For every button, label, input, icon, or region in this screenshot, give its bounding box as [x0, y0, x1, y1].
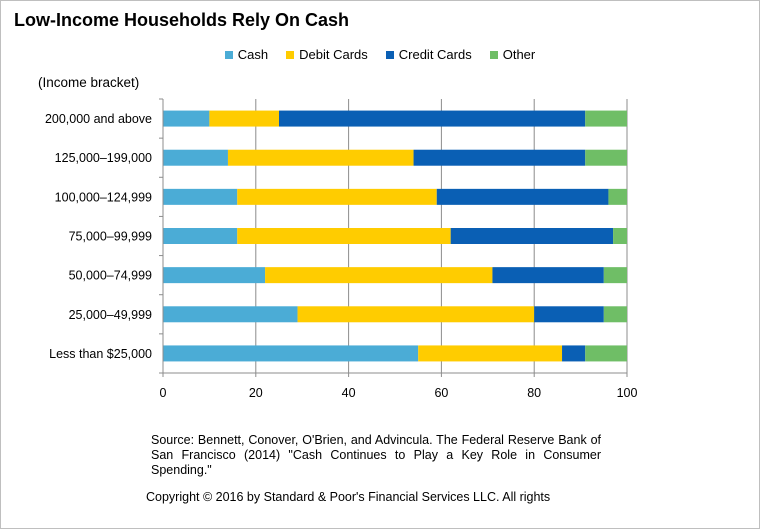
x-tick-label-1: 20: [249, 386, 263, 400]
x-tick-label-0: 0: [160, 386, 167, 400]
source-note: Source: Bennett, Conover, O'Brien, and A…: [151, 433, 601, 477]
x-tick-label-2: 40: [342, 386, 356, 400]
legend-item-other: Other: [489, 47, 536, 62]
bar-cash-1: [163, 149, 228, 166]
legend-label: Debit Cards: [299, 47, 368, 62]
legend-label: Other: [502, 47, 536, 62]
chart-legend: Cash Debit Cards Credit Cards Other: [0, 47, 760, 62]
category-label-3: 75,000–99,999: [69, 230, 152, 244]
category-label-6: Less than $25,000: [49, 347, 152, 361]
bar-debit-cards-6: [418, 345, 563, 362]
category-label-2: 100,000–124,999: [55, 190, 152, 204]
bar-other-0: [585, 110, 627, 127]
category-label-4: 50,000–74,999: [69, 269, 152, 283]
category-label-5: 25,000–49,999: [69, 308, 152, 322]
y-axis-caption: (Income bracket): [38, 75, 140, 90]
bar-credit-cards-1: [413, 149, 586, 166]
bar-other-2: [608, 188, 627, 205]
bar-debit-cards-0: [209, 110, 279, 127]
legend-label: Credit Cards: [398, 47, 472, 62]
bar-cash-2: [163, 188, 238, 205]
bar-credit-cards-2: [436, 188, 609, 205]
bar-credit-cards-5: [534, 306, 604, 323]
x-tick-label-4: 80: [527, 386, 541, 400]
copyright-note: Copyright © 2016 by Standard & Poor's Fi…: [146, 490, 551, 504]
chart-title: Low-Income Households Rely On Cash: [14, 10, 350, 30]
legend-swatch: [385, 50, 394, 59]
legend-swatch: [489, 50, 498, 59]
bar-other-3: [613, 228, 627, 244]
bar-debit-cards-3: [237, 228, 451, 244]
x-tick-label-3: 60: [434, 386, 448, 400]
legend-item-credit-cards: Credit Cards: [385, 47, 472, 62]
bar-debit-cards-4: [265, 267, 493, 284]
bar-cash-3: [163, 228, 238, 244]
bar-other-1: [585, 149, 627, 166]
bar-cash-6: [163, 345, 419, 362]
bar-cash-0: [163, 110, 210, 127]
bar-other-5: [603, 306, 627, 323]
bar-cash-4: [163, 267, 266, 284]
category-label-0: 200,000 and above: [45, 112, 152, 126]
bar-credit-cards-0: [279, 110, 586, 127]
x-tick-label-5: 100: [617, 386, 638, 400]
bar-debit-cards-2: [237, 188, 437, 205]
bar-other-4: [603, 267, 627, 284]
bar-credit-cards-6: [562, 345, 586, 362]
legend-item-cash: Cash: [224, 47, 269, 62]
legend-label: Cash: [237, 47, 269, 62]
bar-other-6: [585, 345, 627, 362]
bar-debit-cards-5: [297, 306, 535, 323]
bar-debit-cards-1: [227, 149, 414, 166]
legend-swatch: [224, 50, 233, 59]
bar-credit-cards-3: [450, 228, 614, 244]
legend-item-debit-cards: Debit Cards: [286, 47, 368, 62]
category-label-1: 125,000–199,000: [55, 151, 152, 165]
bar-credit-cards-4: [492, 267, 604, 284]
legend-swatch: [286, 50, 295, 59]
bar-cash-5: [163, 306, 298, 323]
